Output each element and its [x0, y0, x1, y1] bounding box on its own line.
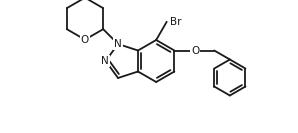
Text: O: O	[81, 35, 89, 45]
Text: N: N	[114, 39, 122, 49]
Text: N: N	[101, 56, 109, 66]
Text: Br: Br	[170, 17, 181, 27]
Text: O: O	[191, 45, 199, 55]
